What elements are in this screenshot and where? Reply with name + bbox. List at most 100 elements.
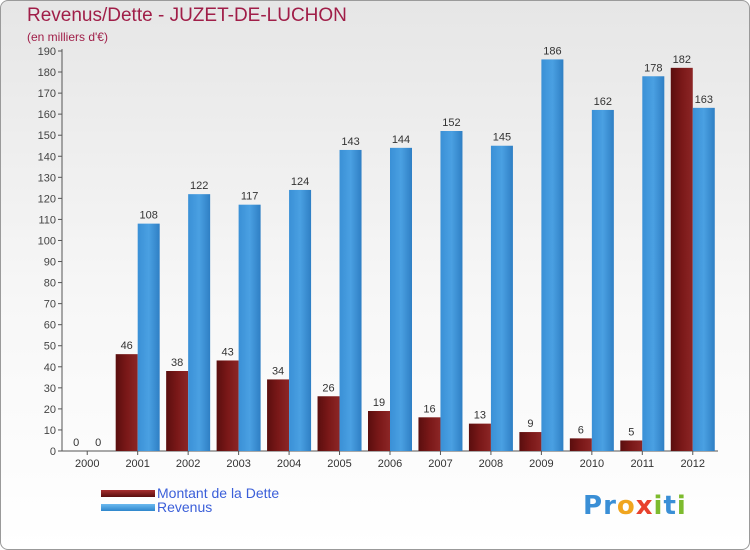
y-tick-label: 170: [38, 88, 56, 100]
data-label-revenus: 162: [594, 96, 612, 108]
data-label-revenus: 144: [392, 134, 410, 146]
bar-dette: [569, 438, 592, 451]
data-label-revenus: 145: [493, 132, 511, 144]
data-label-dette: 26: [322, 382, 334, 394]
y-tick-label: 40: [44, 362, 56, 374]
y-tick-label: 30: [44, 383, 56, 395]
x-tick-label: 2011: [630, 458, 654, 470]
bar-dette: [418, 417, 441, 451]
bar-dette: [670, 67, 693, 451]
bar-revenus: [188, 194, 211, 451]
data-label-dette: 5: [628, 426, 634, 438]
x-tick-label: 2006: [378, 458, 402, 470]
data-label-revenus: 163: [695, 94, 713, 106]
x-tick-label: 2004: [277, 458, 301, 470]
data-label-dette: 9: [527, 418, 533, 430]
y-tick-label: 190: [38, 46, 56, 58]
data-label-dette: 43: [221, 346, 233, 358]
data-label-dette: 6: [578, 424, 584, 436]
y-tick-label: 140: [38, 151, 56, 163]
data-label-revenus: 0: [95, 437, 101, 449]
data-label-dette: 0: [73, 437, 79, 449]
chart-unit-label: (en milliers d'€): [27, 30, 108, 44]
y-tick-label: 90: [44, 257, 56, 269]
bar-dette: [267, 379, 290, 451]
legend-swatch-dette: [101, 489, 155, 497]
data-label-revenus: 117: [241, 191, 259, 203]
y-tick-label: 100: [38, 235, 56, 247]
legend-item-revenus: Revenus: [101, 499, 279, 515]
bar-revenus: [289, 189, 312, 451]
data-label-dette: 13: [474, 410, 486, 422]
y-tick-label: 50: [44, 341, 56, 353]
bar-revenus: [238, 204, 261, 451]
proxiti-logo: Proxiti: [583, 491, 687, 521]
x-tick-label: 2009: [529, 458, 553, 470]
bar-revenus: [591, 109, 614, 452]
bar-revenus: [339, 149, 362, 451]
y-tick-label: 160: [38, 109, 56, 121]
data-label-revenus: 178: [644, 62, 662, 74]
chart-title: Revenus/Dette - JUZET-DE-LUCHON: [27, 5, 347, 26]
x-tick-label: 2000: [75, 458, 99, 470]
bar-dette: [519, 432, 542, 451]
x-tick-label: 2001: [125, 458, 149, 470]
logo-letter: x: [635, 491, 654, 521]
x-tick-label: 2012: [681, 458, 705, 470]
y-tick-label: 180: [38, 67, 56, 79]
x-tick-label: 2005: [327, 458, 351, 470]
y-tick-label: 60: [44, 320, 56, 332]
data-label-revenus: 122: [190, 180, 208, 192]
bar-revenus: [490, 145, 513, 451]
legend-item-dette: Montant de la Dette: [101, 485, 280, 501]
bar-revenus: [692, 107, 715, 451]
logo-letter: i: [653, 491, 664, 521]
data-label-revenus: 143: [341, 136, 359, 148]
data-label-dette: 38: [171, 357, 183, 369]
bar-revenus: [440, 131, 463, 451]
bar-revenus: [541, 59, 564, 451]
data-label-dette: 16: [423, 403, 435, 415]
data-label-dette: 46: [121, 340, 133, 352]
data-label-revenus: 124: [291, 176, 309, 188]
y-tick-label: 120: [38, 193, 56, 205]
legend-swatch-revenus: [101, 503, 155, 511]
x-tick-label: 2008: [479, 458, 503, 470]
x-tick-label: 2007: [428, 458, 452, 470]
bar-dette: [166, 371, 189, 451]
logo-letter: o: [616, 491, 636, 521]
y-tick-label: 110: [38, 214, 56, 226]
legend: Montant de la Dette Revenus: [101, 485, 280, 515]
data-label-dette: 19: [373, 397, 385, 409]
logo-letter: P: [583, 491, 604, 521]
data-label-revenus: 108: [140, 210, 158, 222]
y-tick-label: 150: [38, 130, 56, 142]
bar-revenus: [390, 147, 412, 451]
bar-dette: [317, 396, 340, 451]
logo-letter: r: [603, 491, 617, 521]
legend-label-dette: Montant de la Dette: [157, 485, 280, 501]
data-label-revenus: 186: [543, 45, 561, 57]
logo-letter: t: [663, 491, 677, 521]
data-label-revenus: 152: [442, 117, 460, 129]
logo-letter: i: [676, 491, 687, 521]
bar-dette: [368, 411, 390, 451]
bar-revenus: [642, 76, 665, 452]
y-tick-label: 0: [50, 446, 56, 458]
y-tick-label: 20: [44, 404, 56, 416]
bar-dette: [115, 354, 138, 451]
bar-dette: [468, 423, 491, 451]
bar-dette: [216, 360, 239, 451]
y-tick-label: 70: [44, 299, 56, 311]
bar-dette: [620, 440, 643, 451]
x-tick-label: 2002: [176, 458, 200, 470]
y-tick-label: 130: [38, 172, 56, 184]
x-tick-label: 2010: [580, 458, 604, 470]
data-label-dette: 34: [272, 365, 284, 377]
bar-revenus: [137, 223, 160, 451]
x-tick-label: 2003: [226, 458, 250, 470]
y-tick-label: 80: [44, 278, 56, 290]
data-label-dette: 182: [673, 54, 691, 66]
